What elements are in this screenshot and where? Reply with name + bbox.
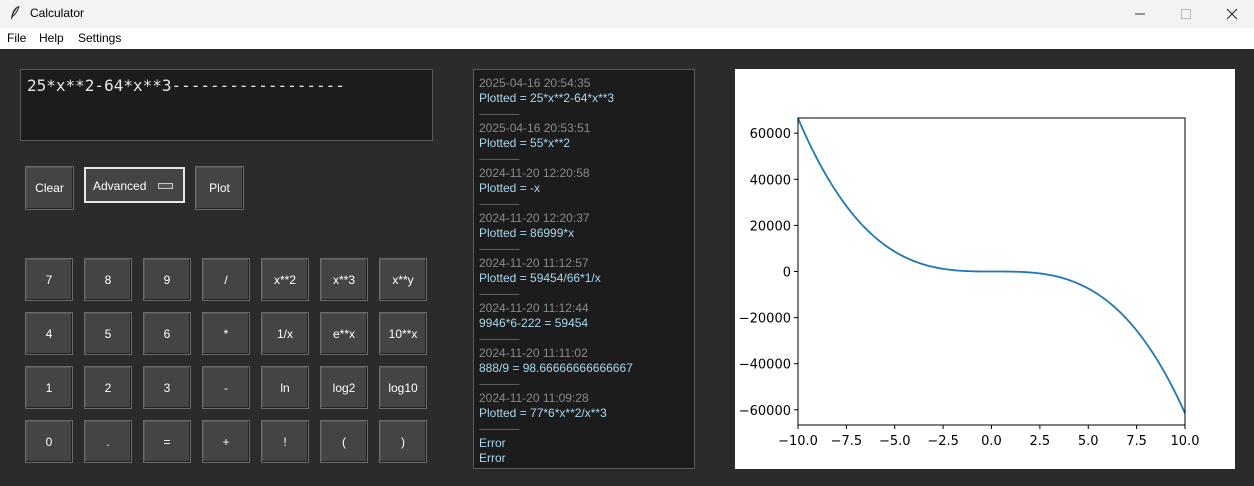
key-1[interactable]: 1 <box>25 366 73 409</box>
key-log2[interactable]: log2 <box>320 366 368 409</box>
key-decimal[interactable]: . <box>84 420 132 463</box>
history-timestamp: 2024-11-20 11:09:28 <box>479 391 589 405</box>
history-separator: -------------------- <box>479 154 520 164</box>
y-tick-label: −40000 <box>739 358 791 373</box>
key-exp[interactable]: e**x <box>320 312 368 355</box>
key-subtract[interactable]: - <box>202 366 250 409</box>
history-timestamp: 2024-11-20 11:12:57 <box>479 256 589 270</box>
menu-settings[interactable]: Settings <box>78 31 122 45</box>
history-result: Plotted = 59454/66*1/x <box>479 271 601 285</box>
history-timestamp: 2024-11-20 11:11:02 <box>479 346 588 360</box>
history-timestamp: 2024-11-20 12:20:37 <box>479 211 590 225</box>
history-result: Plotted = -x <box>479 181 541 195</box>
history-separator: -------------------- <box>479 244 520 254</box>
option-menu-indicator-icon <box>158 183 173 189</box>
key-factorial[interactable]: ! <box>261 420 309 463</box>
history-separator: -------------------- <box>479 334 520 344</box>
mode-select[interactable]: Advanced <box>84 167 185 203</box>
key-log10[interactable]: log10 <box>379 366 427 409</box>
y-tick-label: 20000 <box>750 219 791 234</box>
key-cube[interactable]: x**3 <box>320 258 368 301</box>
key-9[interactable]: 9 <box>143 258 191 301</box>
y-tick-label: 60000 <box>750 127 791 142</box>
history-timestamp: 2025-04-16 20:54:35 <box>479 76 591 90</box>
key-7[interactable]: 7 <box>25 258 73 301</box>
key-square[interactable]: x**2 <box>261 258 309 301</box>
key-pow10[interactable]: 10**x <box>379 312 427 355</box>
key-divide[interactable]: / <box>202 258 250 301</box>
x-tick-label: −7.5 <box>831 434 863 449</box>
window-title: Calculator <box>30 6 85 20</box>
history-timestamp: 2024-11-20 12:20:58 <box>479 166 590 180</box>
y-tick-label: −60000 <box>739 404 791 419</box>
history-panel[interactable]: 2025-04-16 20:54:35 Plotted = 25*x**2-64… <box>473 69 695 469</box>
key-reciprocal[interactable]: 1/x <box>261 312 309 355</box>
history-result: Plotted = 25*x**2-64*x**3 <box>479 91 615 105</box>
x-tick-label: 10.0 <box>1171 434 1200 449</box>
history-result: 9946*6-222 = 59454 <box>479 316 589 330</box>
history-separator: -------------------- <box>479 109 520 119</box>
series-line-0 <box>797 117 1186 414</box>
expression-display[interactable]: 25*x**2-64*x**3------------------ <box>20 69 433 141</box>
history-timestamp: 2024-11-20 11:12:44 <box>479 301 589 315</box>
history-result: 888/9 = 98.66666666666667 <box>479 361 633 375</box>
key-0[interactable]: 0 <box>25 420 73 463</box>
key-equals[interactable]: = <box>143 420 191 463</box>
maximize-button[interactable] <box>1163 0 1209 28</box>
x-tick-label: 0.0 <box>981 434 1002 449</box>
history-separator: -------------------- <box>479 199 520 209</box>
menu-file[interactable]: File <box>7 31 27 45</box>
history-result: Plotted = 55*x**2 <box>479 136 571 150</box>
feather-icon <box>11 5 20 19</box>
key-open-paren[interactable]: ( <box>320 420 368 463</box>
x-tick-label: −10.0 <box>778 434 818 449</box>
key-add[interactable]: + <box>202 420 250 463</box>
x-tick-label: 7.5 <box>1126 434 1147 449</box>
expression-text: 25*x**2-64*x**3------------------ <box>27 76 345 95</box>
y-tick-label: −20000 <box>739 312 791 327</box>
key-6[interactable]: 6 <box>143 312 191 355</box>
key-5[interactable]: 5 <box>84 312 132 355</box>
close-button[interactable] <box>1209 0 1254 28</box>
key-4[interactable]: 4 <box>25 312 73 355</box>
history-separator: -------------------- <box>479 289 520 299</box>
x-tick-label: −2.5 <box>927 434 959 449</box>
key-power[interactable]: x**y <box>379 258 427 301</box>
plot-button[interactable]: Plot <box>195 166 244 210</box>
x-tick-label: −5.0 <box>879 434 911 449</box>
title-bar: Calculator <box>0 0 1254 28</box>
menu-bar: File Help Settings <box>0 28 1254 49</box>
minimize-button[interactable] <box>1117 0 1163 28</box>
close-icon <box>1226 8 1238 20</box>
maximize-icon <box>1181 9 1191 19</box>
plot-canvas: −10.0 −7.5 −5.0 −2.5 0.0 2.5 5.0 7.5 10.0 60000 40… <box>735 69 1235 469</box>
history-separator: -------------------- <box>479 424 520 434</box>
y-tick-label: 0 <box>783 266 791 281</box>
history-separator: -------------------- <box>479 379 520 389</box>
minimize-icon <box>1135 13 1145 15</box>
key-2[interactable]: 2 <box>84 366 132 409</box>
x-tick-label: 2.5 <box>1030 434 1051 449</box>
history-result: Plotted = 77*6*x**2/x**3 <box>479 406 607 420</box>
y-tick-label: 40000 <box>750 173 791 188</box>
history-error: Error <box>479 436 506 450</box>
key-ln[interactable]: ln <box>261 366 309 409</box>
clear-button[interactable]: Clear <box>25 166 74 210</box>
history-result: Plotted = 86999*x <box>479 226 575 240</box>
history-timestamp: 2025-04-16 20:53:51 <box>479 121 591 135</box>
key-8[interactable]: 8 <box>84 258 132 301</box>
menu-help[interactable]: Help <box>39 31 64 45</box>
function-plot: −10.0 −7.5 −5.0 −2.5 0.0 2.5 5.0 7.5 10.0 60000 40… <box>739 117 1200 449</box>
x-tick-label: 5.0 <box>1078 434 1099 449</box>
key-close-paren[interactable]: ) <box>379 420 427 463</box>
mode-select-label: Advanced <box>93 179 147 193</box>
key-3[interactable]: 3 <box>143 366 191 409</box>
history-error: Error <box>479 451 506 465</box>
key-multiply[interactable]: * <box>202 312 250 355</box>
